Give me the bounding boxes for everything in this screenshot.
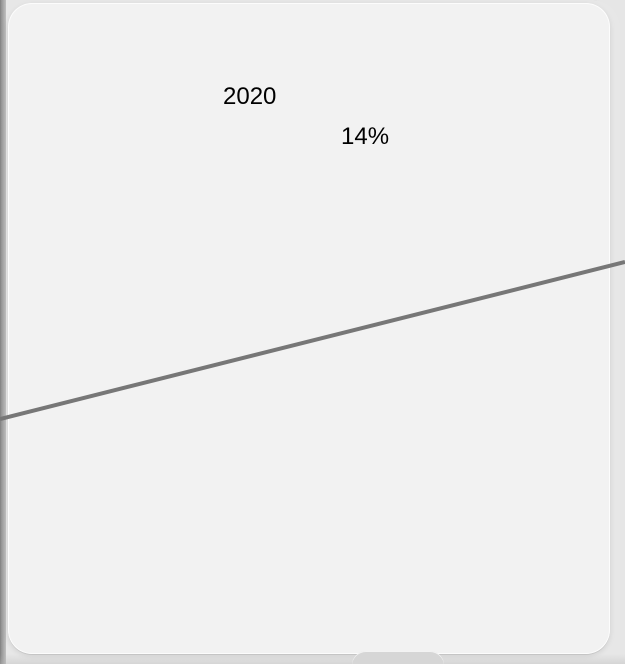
bottom-shadow bbox=[0, 654, 625, 664]
percentage-label: 14% bbox=[341, 123, 390, 150]
year-label: 2020 bbox=[223, 83, 277, 110]
bottom-notch bbox=[352, 651, 444, 664]
left-edge-shadow bbox=[0, 0, 6, 664]
chart-card: 2020 14% bbox=[8, 3, 610, 654]
